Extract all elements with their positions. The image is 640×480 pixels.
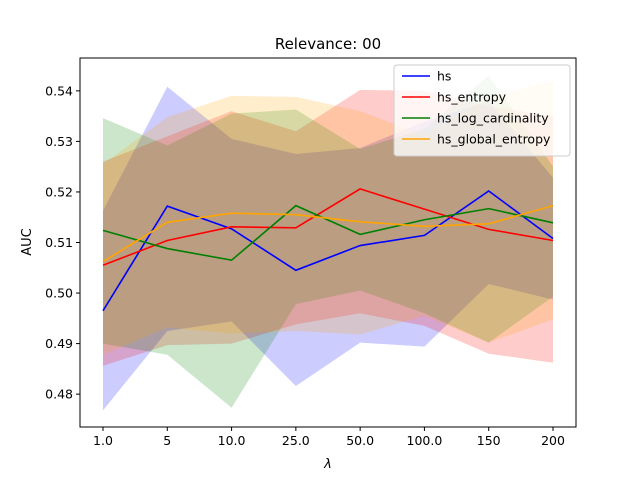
x-tick-label: 25.0 — [282, 433, 310, 448]
x-axis: 1.0 5 10.0 25.0 50.0 100.0 150 200 — [93, 427, 565, 448]
x-axis-label: λ — [323, 457, 332, 472]
legend-label-3: hs_global_entropy — [437, 132, 551, 147]
y-axis-label: AUC — [20, 228, 35, 256]
legend: hs hs_entropy hs_log_cardinality hs_global_… — [393, 64, 571, 157]
y-tick-label: 0.54 — [45, 83, 73, 98]
x-tick-label: 150 — [477, 433, 501, 448]
series-lines — [102, 188, 554, 312]
x-tick-label: 50.0 — [346, 433, 374, 448]
series-line-3 — [102, 204, 554, 263]
legend-label-2: hs_log_cardinality — [437, 111, 549, 126]
y-tick-label: 0.52 — [45, 184, 73, 199]
band-2 — [103, 75, 553, 408]
x-tick-label: 5 — [163, 433, 171, 448]
x-tick-label: 1.0 — [93, 433, 113, 448]
x-tick-label: 200 — [541, 433, 565, 448]
y-tick-label: 0.49 — [45, 336, 73, 351]
legend-label-1: hs_entropy — [437, 90, 507, 105]
legend-label-0: hs — [437, 69, 451, 84]
legend-box — [393, 64, 571, 157]
y-tick-label: 0.53 — [45, 134, 73, 149]
series-line-0 — [102, 189, 554, 312]
x-tick-label: 10.0 — [218, 433, 246, 448]
band-1 — [103, 89, 553, 366]
x-tick-label: 100.0 — [407, 433, 443, 448]
y-tick-label: 0.48 — [45, 387, 73, 402]
y-tick-label: 0.50 — [45, 286, 73, 301]
band-0 — [103, 86, 553, 411]
series-line-1 — [102, 188, 554, 266]
y-tick-label: 0.51 — [45, 235, 73, 250]
series-line-2 — [102, 204, 554, 262]
confidence-bands — [103, 75, 553, 411]
y-axis: 0.48 0.49 0.50 0.51 0.52 0.53 0.54 — [45, 83, 80, 402]
chart-title: Relevance: 00 — [275, 35, 381, 53]
